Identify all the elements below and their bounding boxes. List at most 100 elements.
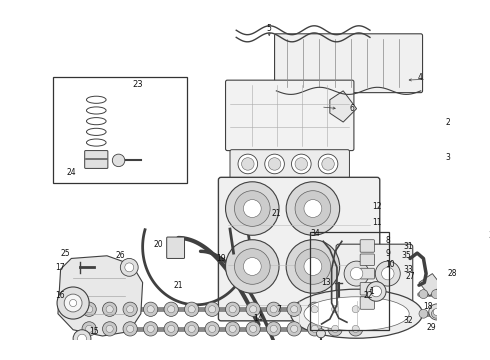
Circle shape (205, 302, 220, 316)
FancyBboxPatch shape (230, 150, 349, 178)
Circle shape (350, 267, 363, 280)
Circle shape (144, 302, 158, 316)
Circle shape (249, 306, 257, 313)
Circle shape (126, 325, 134, 332)
Text: 24: 24 (67, 168, 76, 177)
Circle shape (432, 290, 441, 298)
Circle shape (444, 290, 453, 298)
FancyBboxPatch shape (167, 237, 185, 258)
Circle shape (121, 258, 138, 276)
Circle shape (344, 261, 369, 286)
Circle shape (311, 306, 318, 313)
Circle shape (225, 302, 240, 316)
FancyBboxPatch shape (360, 240, 374, 252)
FancyBboxPatch shape (360, 268, 374, 279)
Circle shape (225, 322, 240, 336)
Circle shape (86, 306, 93, 313)
Circle shape (102, 302, 117, 316)
Circle shape (112, 154, 125, 167)
Circle shape (246, 302, 260, 316)
Circle shape (106, 325, 113, 332)
Circle shape (238, 154, 258, 174)
Circle shape (419, 290, 428, 298)
Circle shape (73, 330, 91, 348)
Text: 16: 16 (55, 291, 65, 300)
Circle shape (308, 322, 322, 336)
Text: 15: 15 (89, 327, 99, 336)
Circle shape (242, 158, 254, 170)
Circle shape (292, 154, 311, 174)
Circle shape (102, 322, 117, 336)
FancyBboxPatch shape (225, 80, 354, 150)
Circle shape (244, 199, 261, 217)
Text: 30: 30 (489, 231, 490, 240)
Circle shape (291, 325, 298, 332)
Circle shape (419, 309, 428, 318)
Text: 33: 33 (403, 265, 413, 274)
Text: 7: 7 (276, 305, 281, 314)
Circle shape (456, 309, 465, 318)
Circle shape (234, 249, 270, 284)
Circle shape (348, 322, 363, 336)
Text: 35: 35 (401, 251, 411, 260)
Circle shape (188, 325, 195, 332)
Circle shape (451, 277, 458, 284)
Circle shape (185, 302, 199, 316)
Bar (53, 77, 187, 183)
Circle shape (375, 261, 400, 286)
Circle shape (229, 306, 236, 313)
FancyBboxPatch shape (274, 34, 422, 93)
Circle shape (456, 290, 465, 298)
Circle shape (286, 240, 340, 293)
FancyBboxPatch shape (360, 283, 374, 295)
Text: 1: 1 (369, 287, 374, 296)
Circle shape (304, 199, 322, 217)
Text: 12: 12 (372, 202, 382, 211)
Circle shape (433, 309, 441, 315)
Text: 11: 11 (372, 218, 382, 227)
Text: 26: 26 (116, 251, 125, 260)
Circle shape (332, 306, 339, 313)
Ellipse shape (291, 289, 422, 338)
Text: 27: 27 (406, 272, 415, 281)
Text: 19: 19 (216, 254, 225, 263)
Text: 3: 3 (446, 153, 451, 162)
Text: 32: 32 (403, 316, 413, 325)
Circle shape (147, 306, 154, 313)
Circle shape (328, 322, 343, 336)
Text: 29: 29 (426, 323, 436, 332)
Circle shape (287, 302, 301, 316)
Circle shape (205, 322, 220, 336)
FancyBboxPatch shape (360, 254, 374, 266)
FancyBboxPatch shape (219, 177, 380, 321)
Circle shape (185, 322, 199, 336)
Circle shape (317, 329, 325, 338)
Text: 21: 21 (272, 210, 281, 219)
Circle shape (164, 302, 178, 316)
Circle shape (269, 158, 281, 170)
Circle shape (311, 325, 318, 332)
Circle shape (352, 306, 359, 313)
Circle shape (270, 306, 277, 313)
Text: 4: 4 (417, 73, 422, 82)
Text: 17: 17 (55, 263, 65, 272)
Text: 14: 14 (253, 314, 263, 323)
Text: 18: 18 (423, 302, 433, 311)
Circle shape (291, 306, 298, 313)
Circle shape (209, 306, 216, 313)
Circle shape (70, 300, 76, 307)
Circle shape (229, 325, 236, 332)
Circle shape (286, 182, 340, 235)
Circle shape (126, 306, 134, 313)
Circle shape (244, 257, 261, 275)
Circle shape (188, 306, 195, 313)
Circle shape (270, 325, 277, 332)
Text: 34: 34 (310, 229, 320, 238)
Text: 13: 13 (321, 278, 331, 287)
Text: 21: 21 (174, 281, 183, 290)
Circle shape (295, 249, 331, 284)
Circle shape (57, 287, 89, 319)
Circle shape (246, 322, 260, 336)
Circle shape (86, 325, 93, 332)
Circle shape (209, 325, 216, 332)
